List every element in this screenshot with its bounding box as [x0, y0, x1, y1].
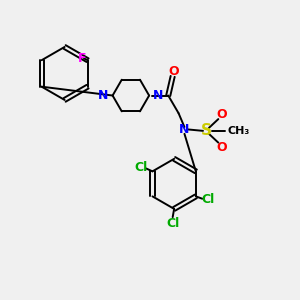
- Text: Cl: Cl: [135, 161, 148, 174]
- Text: CH₃: CH₃: [227, 126, 249, 136]
- Text: F: F: [78, 52, 86, 65]
- Text: S: S: [201, 123, 212, 138]
- Text: N: N: [179, 123, 190, 136]
- Text: Cl: Cl: [202, 193, 215, 206]
- Text: O: O: [169, 64, 179, 78]
- Text: N: N: [98, 89, 108, 102]
- Text: O: O: [216, 141, 226, 154]
- Text: O: O: [216, 108, 226, 121]
- Text: Cl: Cl: [166, 217, 179, 230]
- Text: N: N: [153, 89, 163, 102]
